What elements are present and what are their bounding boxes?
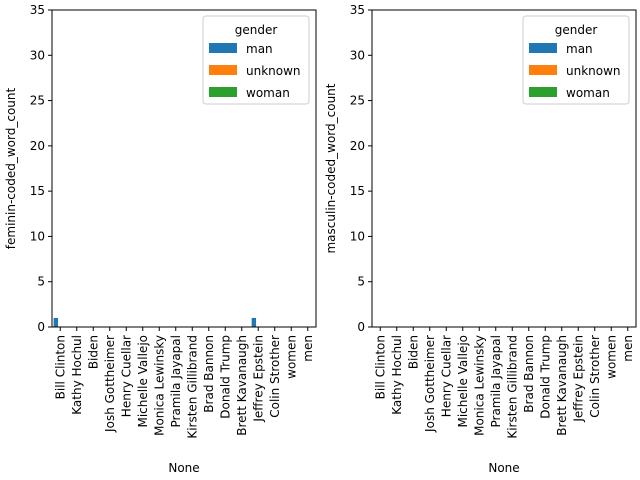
y-tick-label: 5 bbox=[357, 275, 365, 289]
x-tick-label: Jeffrey Epstein bbox=[571, 335, 585, 423]
x-tick-label: Monica Lewinsky bbox=[472, 335, 486, 436]
x-axis-label: None bbox=[488, 461, 519, 475]
y-axis-label: feminin-coded_word_count bbox=[4, 88, 18, 250]
x-tick-label: Colin Strother bbox=[268, 335, 282, 418]
y-tick-label: 15 bbox=[30, 184, 45, 198]
y-tick-label: 25 bbox=[30, 94, 45, 108]
x-tick-label: women bbox=[604, 335, 618, 379]
legend-box bbox=[522, 15, 630, 105]
x-tick-label: Monica Lewinsky bbox=[152, 335, 166, 436]
legend: gender man unknown woman bbox=[522, 15, 630, 105]
x-tick-label: Bill Clinton bbox=[373, 335, 387, 399]
legend-label-man: man bbox=[246, 42, 273, 56]
y-tick-label: 35 bbox=[30, 3, 45, 17]
x-tick-label: men bbox=[301, 335, 315, 362]
legend-swatch-man bbox=[209, 43, 237, 53]
y-tick-label: 0 bbox=[37, 320, 45, 334]
x-tick-label: Donald Trump bbox=[538, 335, 552, 419]
y-tick-label: 35 bbox=[350, 3, 365, 17]
legend-label-woman: woman bbox=[566, 86, 610, 100]
x-tick-label: Brad Bannon bbox=[522, 335, 536, 413]
x-tick-label: Kirsten Gillibrand bbox=[505, 335, 519, 439]
legend-title: gender bbox=[555, 23, 598, 37]
legend-label-unknown: unknown bbox=[566, 64, 621, 78]
x-tick-label: men bbox=[621, 335, 635, 362]
legend-swatch-unknown bbox=[209, 65, 237, 75]
legend: gender man unknown woman bbox=[202, 15, 310, 105]
legend-label-man: man bbox=[566, 42, 593, 56]
x-tick-label: Brett Kavanaugh bbox=[555, 335, 569, 436]
subplot-2: 0 5 10 15 20 25 30 35 Bill Clinton Kathy Hochul Bi… bbox=[324, 3, 637, 475]
x-tick-label: Colin Strother bbox=[588, 335, 602, 418]
legend-swatch-woman bbox=[209, 87, 237, 97]
x-tick-label: Donald Trump bbox=[218, 335, 232, 419]
x-tick-label: Henry Cuellar bbox=[439, 335, 453, 417]
y-tick-label: 20 bbox=[30, 139, 45, 153]
y-tick-label: 20 bbox=[350, 139, 365, 153]
x-tick-label: Brett Kavanaugh bbox=[235, 335, 249, 436]
x-axis-label: None bbox=[168, 461, 199, 475]
y-tick-label: 15 bbox=[350, 184, 365, 198]
legend-swatch-man bbox=[529, 43, 557, 53]
legend-title: gender bbox=[235, 23, 278, 37]
x-tick-label: Pramila Jayapal bbox=[169, 335, 183, 428]
y-tick-label: 5 bbox=[37, 275, 45, 289]
axes-frame bbox=[371, 9, 637, 328]
x-tick-label: Kirsten Gillibrand bbox=[185, 335, 199, 439]
legend-swatch-unknown bbox=[529, 65, 557, 75]
legend-label-unknown: unknown bbox=[246, 64, 301, 78]
x-tick-label: Biden bbox=[86, 335, 100, 369]
y-tick-label: 25 bbox=[350, 94, 365, 108]
y-axis-label: masculin-coded_word_count bbox=[324, 83, 338, 253]
legend-label-woman: woman bbox=[246, 86, 290, 100]
x-tick-label: Pramila Jayapal bbox=[489, 335, 503, 428]
x-tick-label: Henry Cuellar bbox=[119, 335, 133, 417]
x-tick-label: Jeffrey Epstein bbox=[251, 335, 265, 423]
x-tick-label: Brad Bannon bbox=[202, 335, 216, 413]
y-tick-label: 10 bbox=[30, 229, 45, 243]
x-tick-label: Michelle Vallejo bbox=[136, 335, 150, 428]
legend-box bbox=[202, 15, 310, 105]
axes-frame bbox=[51, 9, 317, 328]
y-tick-label: 10 bbox=[350, 229, 365, 243]
subplot-1: 0 5 10 15 20 25 30 35 Bill Clinton Kathy Hochul Bi… bbox=[4, 3, 317, 475]
x-tick-label: women bbox=[284, 335, 298, 379]
x-tick-label: Biden bbox=[406, 335, 420, 369]
x-tick-label: Kathy Hochul bbox=[70, 335, 84, 415]
x-tick-label: Josh Gottheimer bbox=[423, 335, 437, 433]
x-tick-label: Bill Clinton bbox=[53, 335, 67, 399]
x-tick-label: Michelle Vallejo bbox=[456, 335, 470, 428]
bar-man-0 bbox=[53, 317, 59, 327]
bar-man-12 bbox=[251, 317, 257, 327]
y-tick-label: 30 bbox=[350, 48, 365, 62]
legend-swatch-woman bbox=[529, 87, 557, 97]
y-tick-label: 30 bbox=[30, 48, 45, 62]
x-tick-label: Josh Gottheimer bbox=[103, 335, 117, 433]
x-tick-label: Kathy Hochul bbox=[390, 335, 404, 415]
y-tick-label: 0 bbox=[357, 320, 365, 334]
